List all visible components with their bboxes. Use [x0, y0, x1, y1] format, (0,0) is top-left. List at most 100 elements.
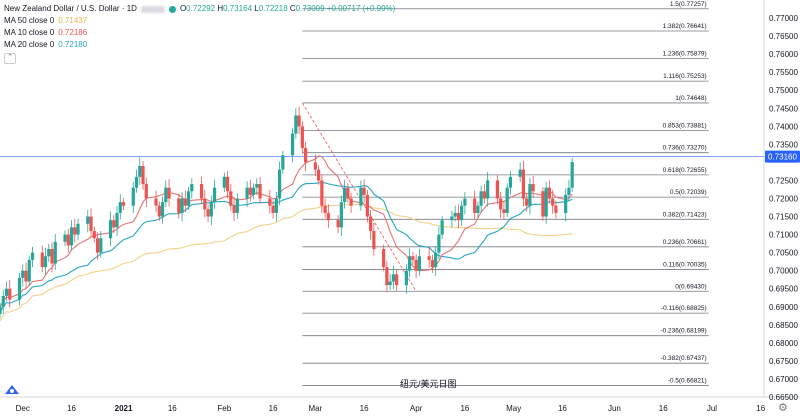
candle-body [4, 288, 9, 296]
fib-level-label: 1.116(0.75253) [663, 73, 707, 80]
x-tick-label: 16 [67, 404, 76, 413]
candle-body [274, 198, 278, 213]
y-tick-label: 0.76500 [769, 32, 798, 41]
candle-body [482, 191, 487, 199]
candle-body [499, 198, 503, 210]
candle-body [69, 227, 74, 246]
candle-body [268, 198, 272, 206]
candle-body [30, 252, 35, 260]
candle-body [336, 220, 340, 228]
y-tick-label: 0.75000 [769, 86, 798, 95]
candle-body [463, 198, 467, 206]
fib-level-label: 0(0.69430) [675, 283, 706, 290]
dashed-trend-line [302, 102, 417, 292]
y-tick-label: 0.67500 [769, 357, 798, 366]
candle-body [209, 202, 213, 217]
chart-legend: New Zealand Dollar / U.S. Dollar · 1D O0… [4, 3, 395, 64]
candle-body [417, 256, 421, 271]
candle-body [121, 202, 126, 206]
fib-level-label: 0.853(0.73881) [663, 123, 707, 130]
legend-ma10[interactable]: MA 10 close 0 0.72186 [4, 28, 88, 37]
candle-body [157, 205, 161, 217]
candle-body [564, 194, 568, 213]
candle-body [395, 274, 399, 286]
x-tick-label: 16 [460, 404, 469, 413]
candle-body [40, 252, 44, 268]
chart-settings-gear-icon[interactable]: ⚙ [778, 402, 788, 414]
candle-body [346, 187, 350, 199]
symbol-title[interactable]: New Zealand Dollar / U.S. Dollar · 1D [4, 4, 137, 13]
y-tick-label: 0.73500 [769, 140, 798, 149]
candle-body [8, 288, 12, 300]
candle-body [453, 212, 457, 217]
legend-ma50[interactable]: MA 50 close 0 0.71437 [4, 16, 88, 25]
candle-body [525, 198, 529, 206]
candle-body [450, 216, 454, 221]
y-tick-label: 0.75500 [769, 68, 798, 77]
candle-body [547, 187, 552, 199]
candle-body [164, 187, 168, 203]
candle-body [551, 198, 555, 206]
candle-body [508, 176, 513, 188]
candle-body [232, 205, 236, 213]
candle-body [199, 184, 204, 199]
y-tick-label: 0.72000 [769, 195, 798, 204]
candle-body [476, 205, 480, 213]
candle-body [212, 187, 217, 203]
fib-level-label: 0.618(0.72655) [663, 167, 707, 174]
fib-level-label: 1.5(0.77257) [670, 1, 707, 8]
candle-body [167, 187, 171, 199]
candle-body [391, 274, 395, 282]
candle-body [343, 187, 347, 203]
candle-body [414, 259, 418, 271]
candle-body [180, 198, 184, 213]
candle-body [362, 187, 366, 195]
candle-body [50, 249, 54, 264]
y-tick-label: 0.67000 [769, 375, 798, 384]
candle-body [365, 194, 369, 217]
candle-body [17, 277, 22, 300]
market-status-icon [168, 5, 176, 13]
y-tick-label: 0.68500 [769, 321, 798, 330]
last-price-label: 0.73160 [768, 153, 797, 162]
candle-body [63, 234, 67, 242]
candle-body [505, 187, 509, 213]
candle-body [528, 184, 532, 206]
candle-body [408, 256, 412, 271]
candle-body [21, 270, 25, 278]
candle-body [99, 238, 103, 253]
candlesticks [0, 106, 574, 319]
y-tick-label: 0.71500 [769, 213, 798, 222]
candle-body [495, 180, 500, 199]
candle-body [300, 126, 304, 148]
fib-level-label: 1(0.74648) [675, 95, 706, 102]
candle-body [304, 147, 308, 163]
fib-level-label: -0.382(0.67437) [660, 355, 706, 362]
x-tick-label: 16 [269, 404, 278, 413]
candle-body [47, 249, 51, 257]
legend-ohlc-row: New Zealand Dollar / U.S. Dollar · 1D O0… [4, 3, 395, 15]
fib-level-label: 1.236(0.75879) [663, 51, 707, 58]
candle-body [27, 259, 31, 282]
candle-body [434, 252, 438, 268]
candle-body [323, 205, 327, 213]
legend-ma20[interactable]: MA 20 close 0 0.72180 [4, 40, 88, 49]
candle-body [248, 187, 252, 195]
candle-body [235, 198, 239, 213]
candle-body [108, 220, 113, 239]
x-tick-label: 16 [558, 404, 567, 413]
candle-body [92, 230, 96, 239]
candle-body [317, 169, 321, 181]
collapse-legend-button[interactable]: ⌃ [4, 53, 16, 64]
y-tick-label: 0.74500 [769, 104, 798, 113]
candle-body [131, 187, 135, 206]
candle-body [141, 166, 145, 185]
fib-level-label: -0.236(0.68199) [660, 328, 706, 335]
candle-body [118, 202, 122, 213]
candle-body [313, 162, 317, 170]
candle-body [271, 205, 275, 213]
candle-body [281, 155, 285, 170]
fib-level-label: -0.5(0.66821) [668, 377, 707, 384]
y-tick-label: 0.71000 [769, 231, 798, 240]
fib-level-label: 0.116(0.70035) [663, 261, 707, 268]
